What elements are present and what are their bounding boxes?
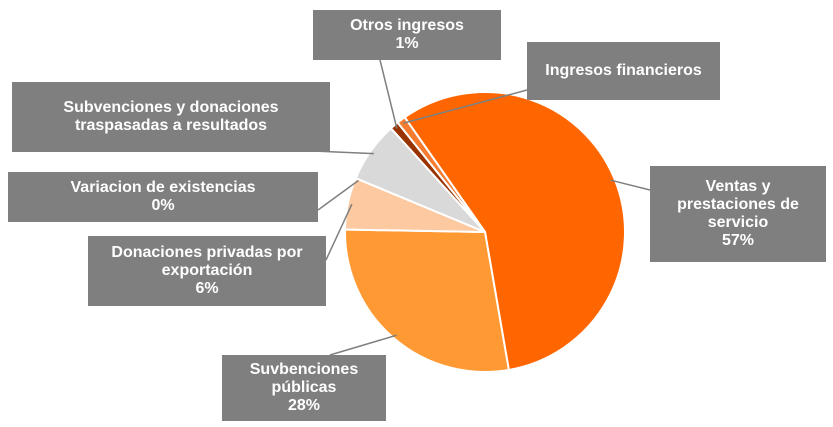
data-label: Suvbenciones públicas 28%: [222, 355, 386, 421]
label-name: Suvbenciones públicas: [249, 361, 359, 396]
data-label: Subvenciones y donaciones traspasadas a …: [12, 82, 330, 152]
pie-slice: [344, 228, 510, 373]
pie-slice: [403, 91, 626, 372]
data-label: Variacion de existencias 0%: [8, 172, 318, 222]
data-label: Ventas y prestaciones de servicio 57%: [650, 166, 826, 262]
leader-line: [379, 59, 398, 129]
label-name: Otros ingresos: [350, 17, 464, 34]
leader-line: [329, 334, 397, 356]
label-name: Variacion de existencias: [70, 179, 256, 196]
label-name: Ingresos financieros: [545, 62, 702, 79]
label-value: 0%: [151, 197, 175, 214]
label-name: Donaciones privadas por exportación: [111, 244, 303, 279]
label-value: 28%: [287, 397, 321, 414]
leader-line: [317, 179, 360, 211]
label-value: 6%: [195, 280, 219, 297]
pie-slice: [396, 115, 486, 233]
leader-line: [610, 179, 651, 191]
data-label: Donaciones privadas por exportación 6%: [88, 236, 326, 306]
label-value: 57%: [721, 232, 755, 249]
label-value: 1%: [395, 35, 419, 52]
data-label: Otros ingresos 1%: [313, 10, 501, 60]
leader-line: [325, 203, 353, 261]
label-name: Subvenciones y donaciones traspasadas a …: [63, 99, 279, 134]
data-label: Ingresos financieros: [527, 42, 720, 100]
leader-line: [403, 89, 528, 124]
label-name: Ventas y prestaciones de servicio: [677, 178, 799, 231]
